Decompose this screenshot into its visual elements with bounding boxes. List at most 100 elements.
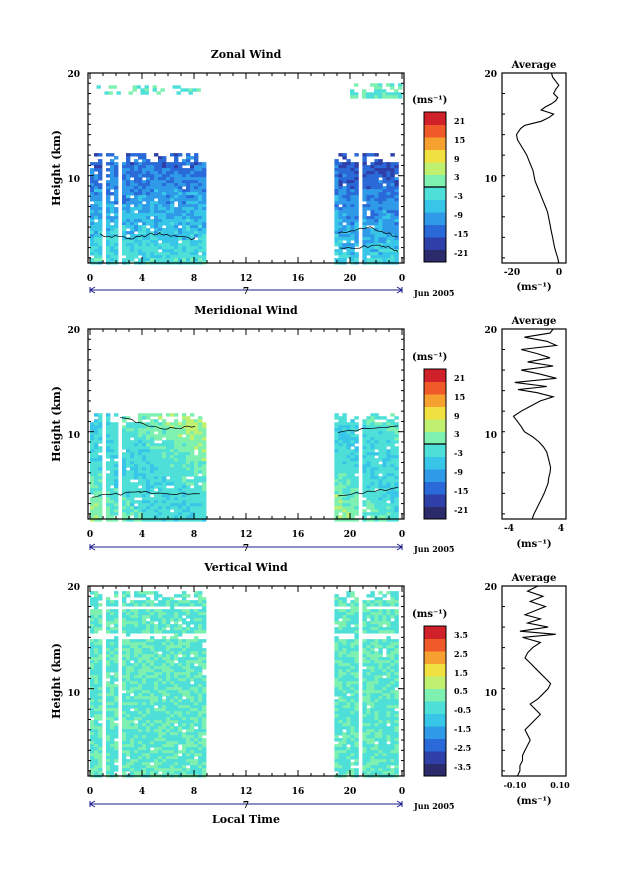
heatmap-cell (382, 192, 387, 196)
heatmap-cell (374, 482, 379, 486)
heatmap-cell (162, 759, 167, 763)
heatmap-cell (202, 771, 207, 775)
heatmap-cell (334, 648, 339, 652)
heatmap-cell (194, 234, 199, 238)
heatmap-cell (146, 621, 151, 625)
heatmap-cell (106, 630, 111, 634)
heatmap-cell (350, 473, 355, 477)
heatmap-cell (146, 431, 151, 435)
heatmap-cell (366, 603, 371, 607)
heatmap-cell (94, 708, 99, 712)
heatmap-cell (98, 768, 103, 772)
heatmap-cell (154, 750, 159, 754)
day-marker-axis: 7 (89, 286, 403, 297)
heatmap-cell (90, 609, 95, 613)
heatmap-cell (122, 512, 127, 516)
heatmap-cell (362, 606, 367, 610)
heatmap-cell (106, 255, 111, 259)
heatmap-cell (174, 425, 179, 429)
heatmap-cell (174, 681, 179, 685)
heatmap-cell (334, 434, 339, 438)
heatmap-cell (158, 624, 163, 628)
heatmap-cell (338, 648, 343, 652)
heatmap-cell (386, 651, 391, 655)
heatmap-cell (106, 765, 111, 769)
heatmap-cell (114, 180, 119, 184)
heatmap-cell (182, 651, 187, 655)
heatmap-cell (198, 515, 203, 519)
heatmap-cell (150, 750, 155, 754)
heatmap-cell (110, 183, 115, 187)
heatmap-cell (378, 509, 383, 513)
heatmap-cell (190, 461, 195, 465)
heatmap-cell (370, 473, 375, 477)
heatmap-cell (190, 422, 195, 426)
heatmap-cell (110, 509, 115, 513)
heatmap-cell (158, 425, 163, 429)
heatmap-cell (182, 458, 187, 462)
heatmap-cell (134, 255, 139, 259)
heatmap-cell (150, 467, 155, 471)
heatmap-cell (382, 446, 387, 450)
heatmap-cell (134, 464, 139, 468)
heatmap-cell (150, 609, 155, 613)
heatmap-cell (106, 732, 111, 736)
heatmap-cell (350, 630, 355, 634)
heatmap-cell (154, 660, 159, 664)
heatmap-cell (146, 416, 151, 420)
heatmap-cell (114, 639, 119, 643)
heatmap-cell (194, 485, 199, 489)
heatmap-cell (190, 509, 195, 513)
heatmap-cell (382, 618, 387, 622)
heatmap-cell (106, 258, 111, 262)
heatmap-cell (98, 219, 103, 223)
heatmap-cell (150, 231, 155, 235)
heatmap-cell (394, 470, 399, 474)
heatmap-cell (334, 506, 339, 510)
heatmap-cell (142, 744, 147, 748)
heatmap-cell (110, 225, 115, 229)
heatmap-cell (382, 464, 387, 468)
heatmap-cell (130, 663, 135, 667)
heatmap-cell (194, 497, 199, 501)
heatmap-cell (106, 509, 111, 513)
heatmap-cell (106, 479, 111, 483)
heatmap-cell (202, 479, 207, 483)
heatmap-cell (194, 240, 199, 244)
heatmap-cell (134, 669, 139, 673)
heatmap-cell (366, 195, 371, 199)
heatmap-cell (90, 705, 95, 709)
heatmap-cell (110, 234, 115, 238)
heatmap-cell (186, 735, 191, 739)
heatmap-cell (142, 467, 147, 471)
heatmap-cell (142, 210, 147, 214)
heatmap-cell (190, 413, 195, 417)
heatmap-cell (202, 512, 207, 516)
heatmap-cell (374, 425, 379, 429)
heatmap-cell (174, 651, 179, 655)
heatmap-cell (146, 464, 151, 468)
heatmap-cell (154, 222, 159, 226)
heatmap-cell (154, 168, 159, 172)
heatmap-cell (386, 165, 391, 169)
heatmap-cell (166, 488, 171, 492)
heatmap-cell (154, 597, 159, 601)
heatmap-cell (366, 494, 371, 498)
heatmap-cell (182, 741, 187, 745)
heatmap-cell (366, 168, 371, 172)
heatmap-cell (126, 663, 131, 667)
heatmap-cell (370, 413, 375, 417)
heatmap-cell (202, 726, 207, 730)
heatmap-cell (378, 434, 383, 438)
heatmap-cell (142, 488, 147, 492)
heatmap-cell (378, 89, 383, 93)
heatmap-cell (134, 428, 139, 432)
heatmap-cell (194, 702, 199, 706)
heatmap-cell (202, 219, 207, 223)
heatmap-cell (106, 699, 111, 703)
heatmap-cell (154, 741, 159, 745)
heatmap-cell (126, 515, 131, 519)
heatmap-cell (122, 210, 127, 214)
heatmap-cell (346, 189, 351, 193)
heatmap-cell (198, 681, 203, 685)
